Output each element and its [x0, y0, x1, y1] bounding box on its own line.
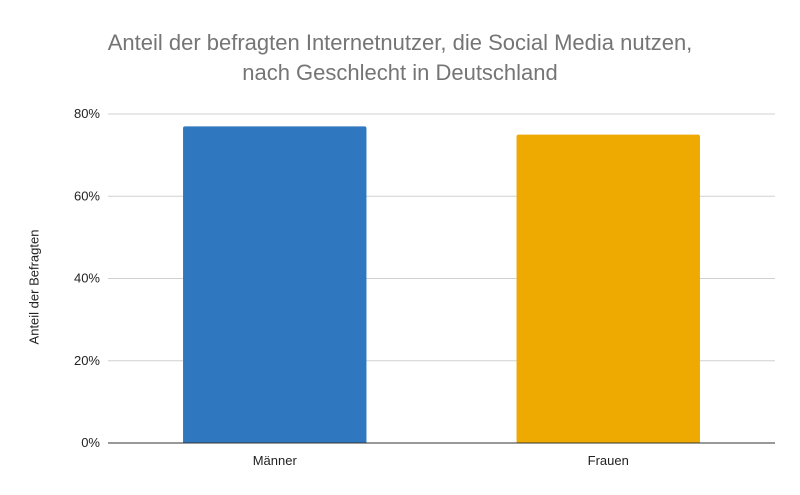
- y-tick-label: 20%: [74, 353, 100, 368]
- y-tick-label: 80%: [74, 106, 100, 121]
- x-tick-label: Männer: [253, 453, 298, 468]
- chart-title-line-1: Anteil der befragten Internetnutzer, die…: [107, 30, 693, 55]
- chart-title: Anteil der befragten Internetnutzer, die…: [0, 28, 800, 88]
- y-tick-label: 40%: [74, 271, 100, 286]
- bar-männer: [183, 126, 367, 443]
- y-tick-label: 0%: [81, 435, 100, 450]
- chart-title-line-2: nach Geschlecht in Deutschland: [242, 60, 558, 85]
- bar-frauen: [516, 134, 700, 443]
- x-tick-label: Frauen: [588, 453, 629, 468]
- y-tick-label: 60%: [74, 188, 100, 203]
